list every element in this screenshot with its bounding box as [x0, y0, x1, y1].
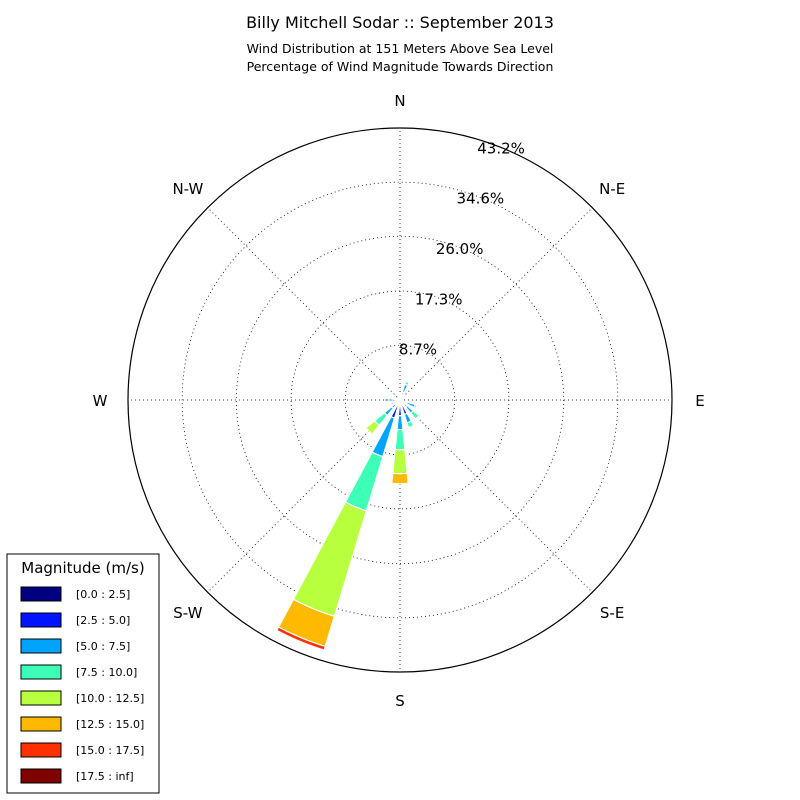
direction-labels: N N-E E S-E S S-W W N-W — [93, 92, 705, 710]
legend-swatch-4 — [20, 690, 62, 706]
direction-label-n-e: N-E — [599, 180, 625, 198]
legend-items: [0.0 : 2.5] [2.5 : 5.0] [5.0 : 7.5] [7.5 : … — [20, 586, 144, 784]
legend-label-5: [12.5 : 15.0] — [76, 718, 144, 731]
sector-135-bin-3 — [409, 409, 420, 420]
legend: Magnitude (m/s) [0.0 : 2.5] [2.5 : 5.0] [5… — [6, 553, 160, 794]
legend-swatch-0 — [20, 586, 62, 602]
sector-247.5-bin-2 — [390, 401, 396, 406]
direction-label-e: E — [695, 392, 704, 410]
sector-202.5-bin-4 — [292, 501, 368, 618]
outer-ring — [127, 127, 673, 673]
sector-225-bin-4 — [365, 419, 381, 435]
legend-label-2: [5.0 : 7.5] — [76, 640, 130, 653]
spoke-n-w — [207, 207, 401, 401]
legend-swatch-1 — [20, 612, 62, 628]
radial-tick-label-4: 43.2% — [477, 140, 525, 158]
chart-title: Billy Mitchell Sodar :: September 2013 — [246, 13, 554, 32]
chart-subtitle-line-2: Percentage of Wind Magnitude Towards Dir… — [247, 59, 554, 74]
direction-label-n: N — [394, 92, 405, 110]
sector-22.5-bin-3 — [404, 380, 411, 387]
chart-subtitle-line-1: Wind Distribution at 151 Meters Above Se… — [247, 41, 554, 56]
legend-swatch-3 — [20, 664, 62, 680]
legend-label-6: [15.0 : 17.5] — [76, 744, 144, 757]
direction-label-s-w: S-W — [173, 604, 202, 622]
direction-label-s-e: S-E — [600, 604, 624, 622]
legend-swatch-2 — [20, 638, 62, 654]
sector-112.5-bin-3 — [413, 403, 418, 410]
sector-180-bin-2 — [396, 415, 404, 431]
legend-label-7: [17.5 : inf] — [76, 770, 134, 783]
radial-tick-label-3: 34.6% — [457, 190, 505, 208]
legend-label-0: [0.0 : 2.5] — [76, 588, 130, 601]
sector-180-bin-1 — [397, 403, 403, 417]
sector-337.5-bin-1 — [397, 395, 401, 400]
radial-tick-label-2: 26.0% — [436, 240, 484, 258]
spoke-n-e — [399, 207, 593, 401]
wind-sectors — [276, 380, 420, 651]
direction-label-s: S — [395, 692, 405, 710]
radial-tick-labels: 8.7% 17.3% 26.0% 34.6% 43.2% — [399, 140, 525, 359]
legend-swatch-5 — [20, 716, 62, 732]
sector-45-bin-2 — [401, 395, 405, 399]
direction-label-w: W — [93, 392, 108, 410]
sector-180-bin-5 — [391, 472, 409, 485]
direction-label-n-w: N-W — [172, 180, 203, 198]
legend-label-1: [2.5 : 5.0] — [76, 614, 130, 627]
legend-title: Magnitude (m/s) — [21, 559, 144, 577]
sector-270-bin-2 — [384, 397, 390, 403]
polar-grid — [127, 127, 673, 673]
legend-label-4: [10.0 : 12.5] — [76, 692, 144, 705]
grid-ring-3 — [181, 181, 619, 619]
grid-ring-2 — [235, 235, 565, 565]
legend-label-3: [7.5 : 10.0] — [76, 666, 137, 679]
spoke-s-e — [399, 399, 593, 593]
spoke-s-w — [207, 399, 401, 593]
legend-swatch-7 — [20, 768, 62, 784]
sector-202.5-bin-6 — [276, 626, 326, 651]
radial-tick-label-1: 17.3% — [415, 290, 463, 308]
sector-202.5-bin-3 — [344, 451, 384, 512]
sector-157.5-bin-3 — [406, 420, 415, 429]
grid-ring-1 — [290, 290, 510, 510]
sector-292.5-bin-1 — [395, 397, 400, 401]
sector-180-bin-3 — [394, 428, 406, 451]
legend-swatch-6 — [20, 742, 62, 758]
grid-ring-0 — [344, 344, 456, 456]
sector-180-bin-4 — [392, 448, 408, 475]
radial-tick-label-0: 8.7% — [399, 340, 437, 358]
